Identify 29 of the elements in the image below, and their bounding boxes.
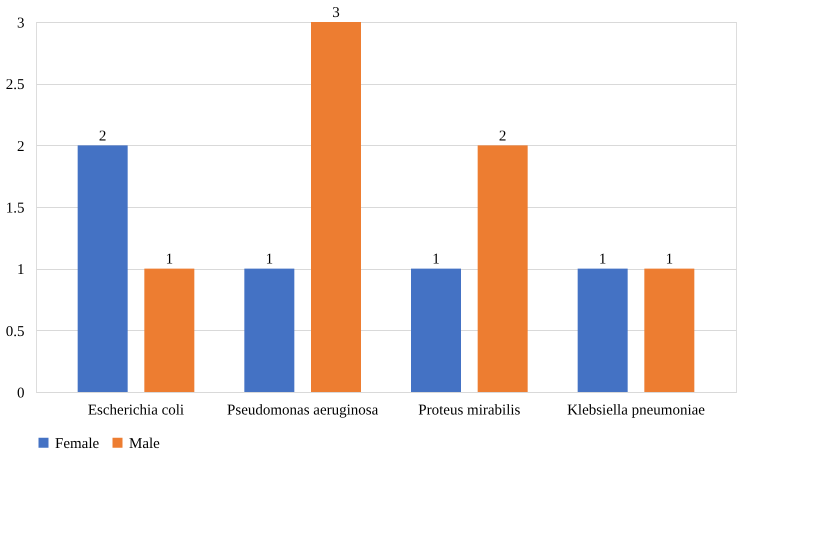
x-tick-label: Proteus mirabilis — [418, 402, 521, 418]
y-tick-label: 1 — [17, 262, 24, 278]
y-tick-label: 1.5 — [6, 200, 24, 216]
bar — [411, 268, 461, 392]
data-label: 1 — [266, 252, 274, 268]
data-label: 3 — [332, 5, 340, 21]
x-tick-label: Pseudomonas aeruginosa — [227, 402, 379, 418]
y-tick-label: 3 — [17, 16, 24, 32]
x-tick-label: Escherichia coli — [88, 402, 184, 418]
y-tick-label: 0.5 — [6, 324, 24, 340]
x-tick-label: Klebsiella pneumoniae — [567, 402, 706, 418]
data-label: 1 — [666, 252, 674, 268]
data-label: 2 — [98, 128, 106, 144]
bar — [578, 268, 628, 392]
bar — [478, 145, 528, 392]
y-tick-label: 2.5 — [6, 77, 24, 94]
legend-label: Male — [129, 436, 160, 452]
y-tick-label: 2 — [17, 138, 24, 155]
bar — [311, 22, 361, 392]
bar — [144, 268, 194, 392]
bar — [244, 268, 294, 392]
data-label: 1 — [432, 252, 440, 268]
data-label: 1 — [166, 252, 174, 268]
y-tick-label: 0 — [17, 386, 24, 402]
bar — [644, 268, 694, 392]
data-label: 2 — [498, 128, 506, 144]
bar — [78, 145, 128, 392]
data-label: 1 — [598, 252, 606, 268]
legend-label: Female — [55, 436, 100, 452]
